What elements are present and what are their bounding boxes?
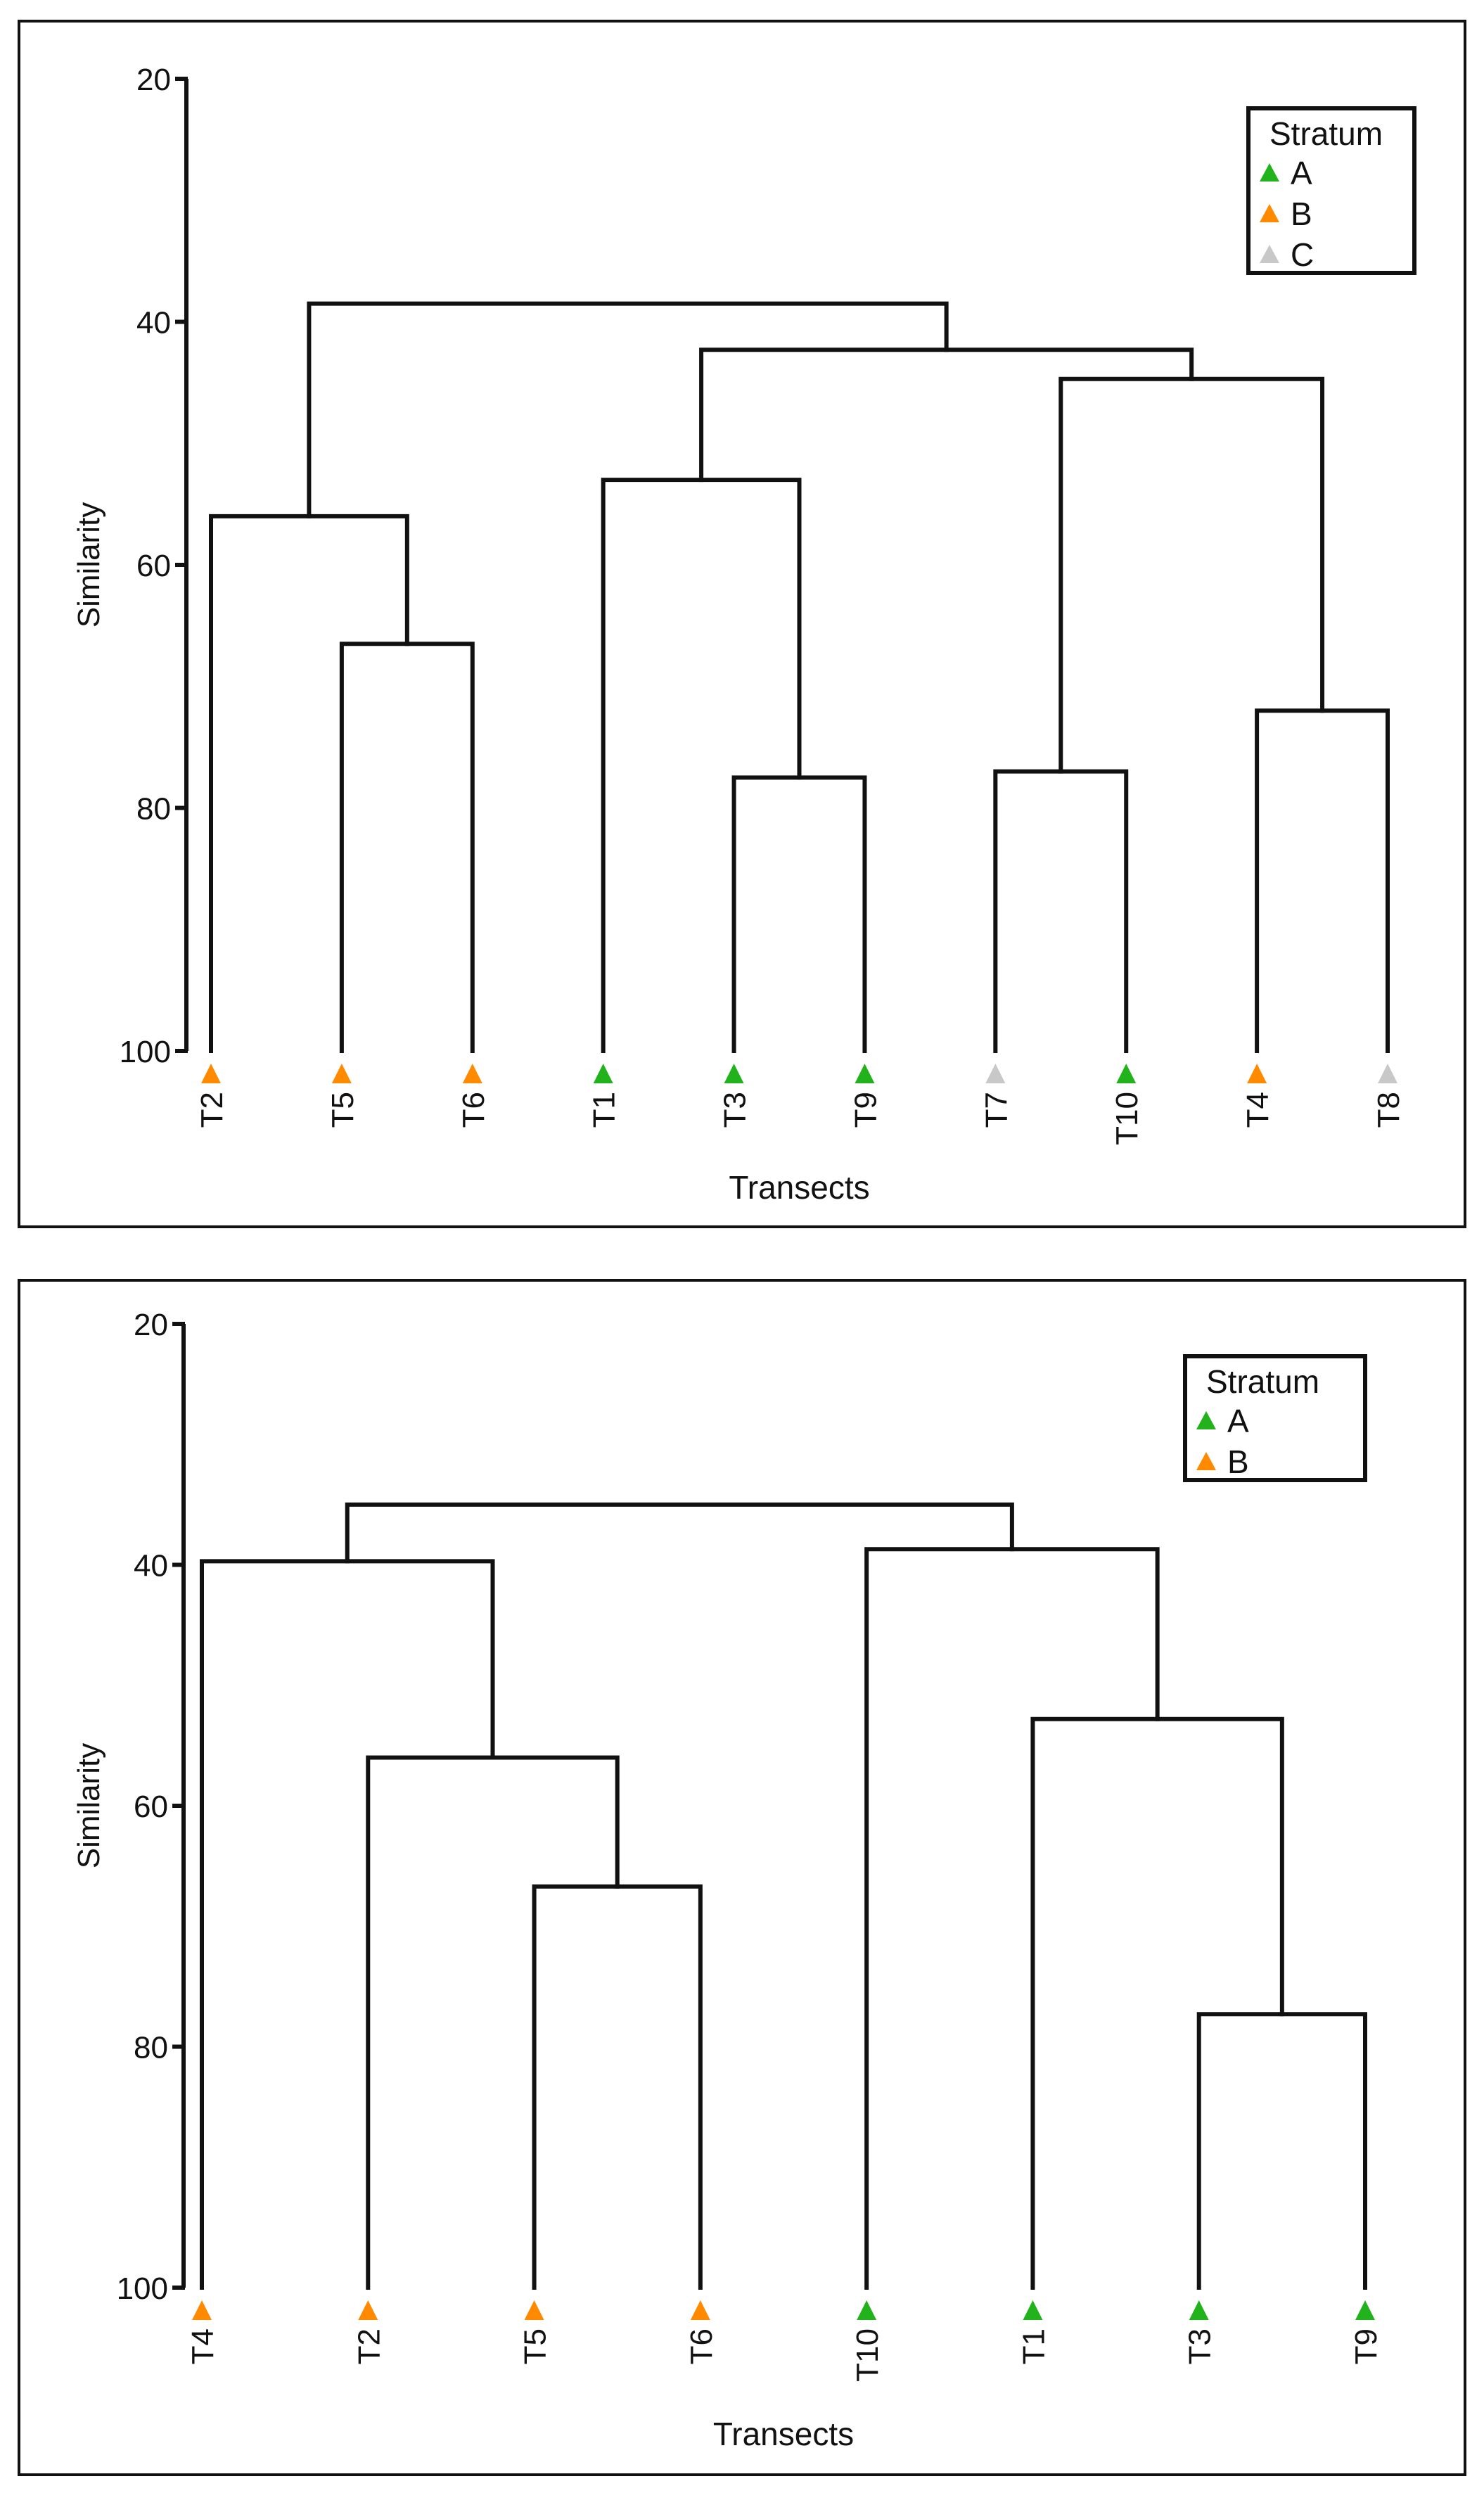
top-legend-marker: [1260, 204, 1279, 222]
bottom-leaf-marker: [690, 2300, 710, 2320]
bottom-link: [1196, 2012, 1367, 2290]
top-x-axis-label: Transects: [729, 1169, 869, 1206]
top-link: [731, 775, 867, 1053]
bottom-leaf-label: T2: [352, 2328, 386, 2364]
top-leaf-marker: [201, 1064, 221, 1083]
bottom-leaf-marker: [1189, 2300, 1209, 2320]
top-y-tick-label: 100: [120, 1035, 171, 1069]
top-leaf-label: T6: [456, 1092, 491, 1128]
bottom-y-tick-label: 40: [134, 1549, 168, 1583]
bottom-y-tick-label: 80: [134, 2031, 168, 2065]
top-legend-label: B: [1291, 196, 1312, 232]
top-link: [993, 769, 1129, 1053]
top-legend-label: A: [1291, 155, 1312, 191]
top-link: [209, 514, 409, 1053]
top-y-axis-label: Similarity: [72, 502, 106, 627]
top-link: [601, 478, 802, 1053]
bottom-leaf-label: T9: [1349, 2328, 1383, 2364]
top-leaf-marker: [1378, 1064, 1397, 1083]
top-legend-label: C: [1291, 236, 1314, 273]
bottom-link: [1030, 1716, 1284, 2290]
dendrogram-chart-top: 20 40 60 80 100 Similarity Transects T2 T5 T6 T1 T3…: [72, 63, 1416, 1206]
top-legend-box: [1246, 106, 1416, 275]
bottom-legend-label: B: [1227, 1443, 1249, 1480]
dendrogram-panel-bottom: 20 40 60 80 100 Similarity Transects T4 T2 T5 T6 T1…: [18, 1279, 1466, 2476]
top-y-tick-label: 60: [136, 549, 171, 583]
top-y-tick-label: 40: [136, 306, 171, 340]
bottom-link: [366, 1755, 620, 2290]
bottom-link: [200, 1559, 495, 2290]
top-leaf-label: T10: [1110, 1092, 1144, 1145]
bottom-legend-title: Stratum: [1206, 1363, 1319, 1400]
bottom-leaf-label: T3: [1183, 2328, 1217, 2364]
bottom-legend-box: [1183, 1354, 1367, 1482]
top-leaf-marker: [724, 1064, 744, 1083]
bottom-leaf-marker: [1023, 2300, 1043, 2320]
top-leaf-label: T8: [1371, 1092, 1406, 1128]
top-leaf-label: T5: [326, 1092, 360, 1128]
top-leaf-marker: [1247, 1064, 1267, 1083]
bottom-legend-label: A: [1227, 1403, 1249, 1439]
bottom-y-tick-label: 20: [134, 1308, 168, 1342]
top-leaf-marker: [593, 1064, 613, 1083]
top-legend-marker: [1260, 245, 1279, 263]
bottom-y-tick-label: 100: [117, 2271, 168, 2306]
bottom-leaf-label: T5: [518, 2328, 553, 2364]
top-leaf-label: T3: [718, 1092, 753, 1128]
top-link: [307, 301, 949, 518]
bottom-legend-marker: [1196, 1411, 1216, 1429]
top-leaf-label: T2: [195, 1092, 229, 1128]
top-leaf-marker: [331, 1064, 352, 1083]
bottom-leaf-marker: [857, 2300, 877, 2320]
top-y-tick-label: 80: [136, 792, 171, 827]
dendrogram-chart-bottom: 20 40 60 80 100 Similarity Transects T4 T2 T5 T6 T1…: [72, 1308, 1383, 2452]
top-legend-marker: [1260, 163, 1279, 181]
top-link: [1255, 708, 1390, 1053]
top-link: [699, 348, 1194, 483]
top-leaf-marker: [462, 1064, 482, 1083]
bottom-leaf-label: T6: [684, 2328, 719, 2364]
top-leaf-label: T4: [1241, 1092, 1275, 1128]
top-link: [339, 642, 475, 1053]
bottom-y-tick-label: 60: [134, 1790, 168, 1824]
bottom-leaf-label: T4: [186, 2328, 220, 2364]
top-legend-title: Stratum: [1269, 115, 1383, 152]
bottom-y-axis-label: Similarity: [72, 1743, 106, 1868]
bottom-x-axis-label: Transects: [713, 2416, 854, 2452]
bottom-link: [864, 1547, 1160, 2290]
bottom-leaf-marker: [1355, 2300, 1375, 2320]
bottom-leaf-marker: [192, 2300, 212, 2320]
top-leaf-label: T1: [587, 1092, 622, 1128]
top-leaf-label: T9: [848, 1092, 883, 1128]
top-leaf-marker: [985, 1064, 1006, 1083]
bottom-leaf-marker: [358, 2300, 378, 2320]
top-leaf-marker: [855, 1064, 875, 1083]
bottom-leaf-label: T10: [850, 2328, 885, 2382]
bottom-link: [345, 1502, 1014, 1564]
dendrogram-panel-top: 20 40 60 80 100 Similarity Transects T2 T5 T6 T1 T3…: [18, 20, 1466, 1228]
top-y-tick-label: 20: [136, 63, 171, 97]
bottom-link: [532, 1884, 703, 2290]
bottom-leaf-marker: [524, 2300, 544, 2320]
top-leaf-marker: [1116, 1064, 1137, 1083]
bottom-legend-marker: [1196, 1452, 1216, 1470]
top-leaf-label: T7: [979, 1092, 1013, 1128]
bottom-leaf-label: T1: [1016, 2328, 1051, 2364]
